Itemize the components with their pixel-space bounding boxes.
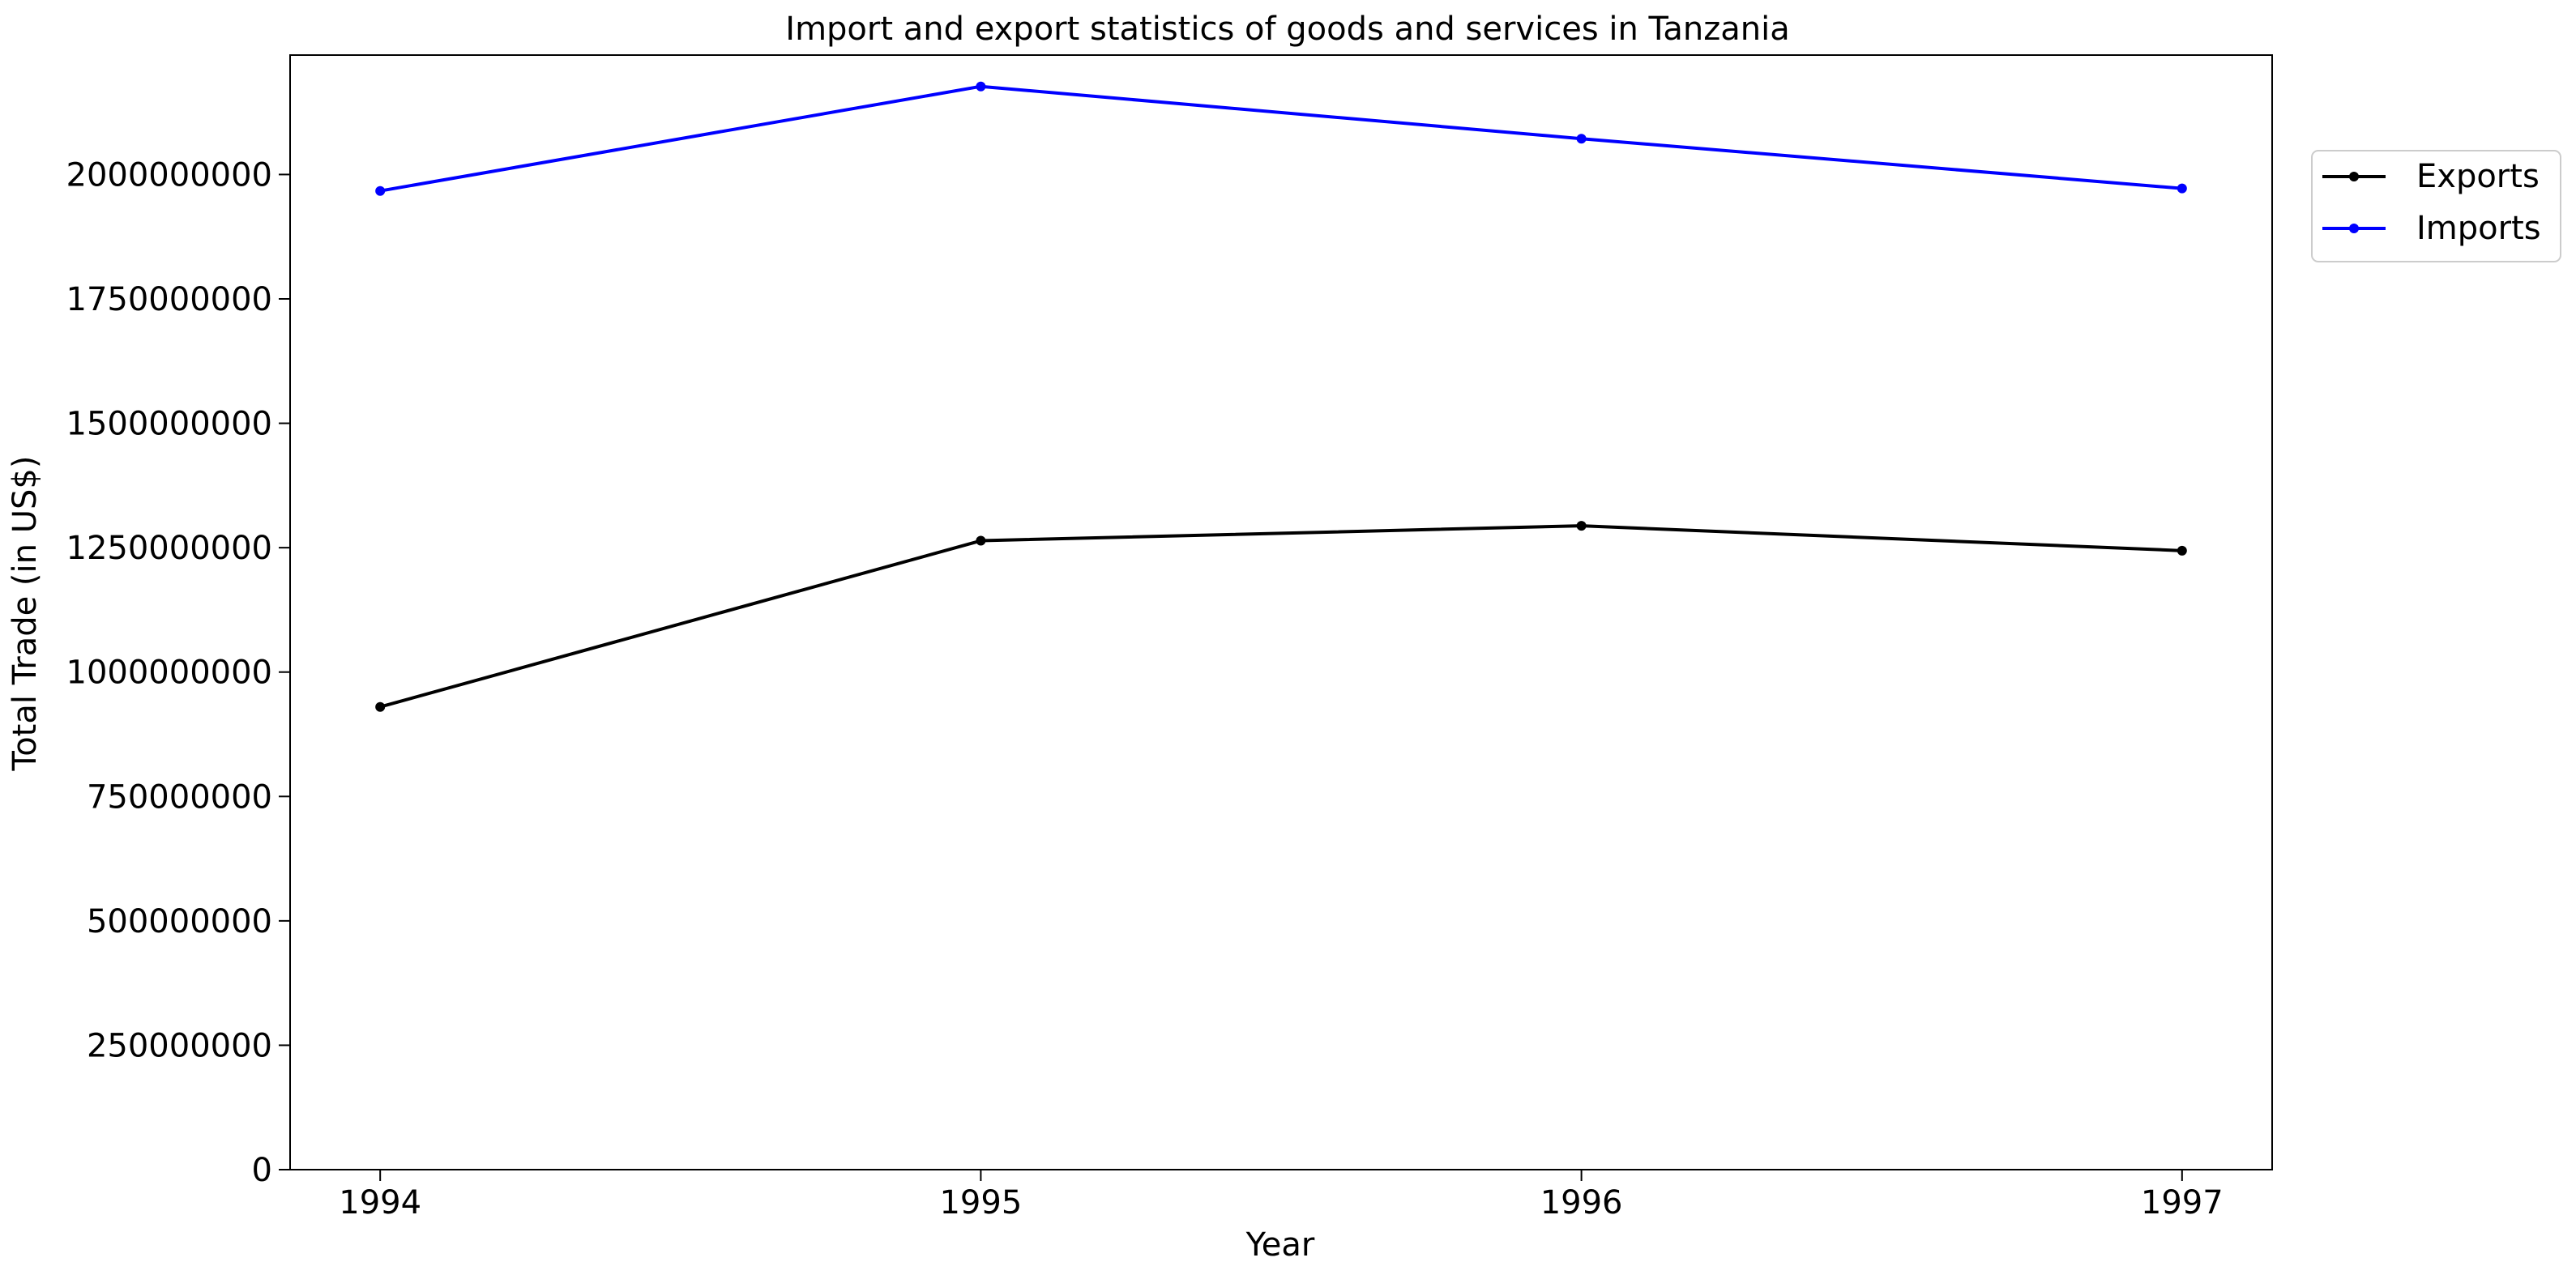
y-tick-label: 2000000000 [66,156,273,194]
data-point-exports-1997 [2177,545,2187,556]
legend-label-exports: Exports [2416,158,2540,195]
data-point-imports-1996 [1576,134,1587,144]
x-tick-label: 1997 [2141,1184,2224,1221]
y-tick-label: 250000000 [87,1027,272,1064]
y-tick-label: 1750000000 [66,281,273,318]
y-tick-label: 1250000000 [66,530,273,567]
legend: Exports Imports [2311,150,2561,262]
series-layer [375,81,2187,712]
x-axis: 1994 1995 1996 1997 [339,1170,2224,1221]
legend-item-exports: Exports [2322,158,2540,195]
data-point-exports-1994 [375,701,386,712]
x-tick-label: 1995 [939,1184,1022,1221]
plot-frame [289,54,2273,1170]
x-tick-label: 1996 [1540,1184,1623,1221]
data-point-imports-1995 [976,81,986,92]
series-line-exports [378,524,2184,709]
data-point-exports-1996 [1576,521,1587,531]
data-point-exports-1995 [976,535,986,546]
data-point-imports-1994 [375,185,386,196]
x-axis-title: Year [1245,1226,1315,1264]
data-point-imports-1997 [2177,183,2187,194]
chart-title: Import and export statistics of goods an… [785,11,1789,48]
plot-area [289,54,2273,1170]
legend-marker-exports [2349,172,2359,181]
legend-marker-imports [2349,224,2359,233]
y-axis-title: Total Trade (in US$) [6,456,44,772]
legend-box [2311,150,2561,262]
series-line-imports [378,84,2184,193]
legend-item-imports: Imports [2322,210,2541,247]
legend-label-imports: Imports [2416,210,2541,247]
y-tick-label: 750000000 [87,778,272,816]
y-axis: 0 250000000 500000000 750000000 1000000000 12… [66,156,290,1189]
y-tick-label: 1500000000 [66,406,273,443]
y-tick-label: 1000000000 [66,654,273,692]
x-tick-label: 1994 [339,1184,421,1221]
y-tick-label: 500000000 [87,903,272,940]
y-tick-label: 0 [252,1152,272,1189]
